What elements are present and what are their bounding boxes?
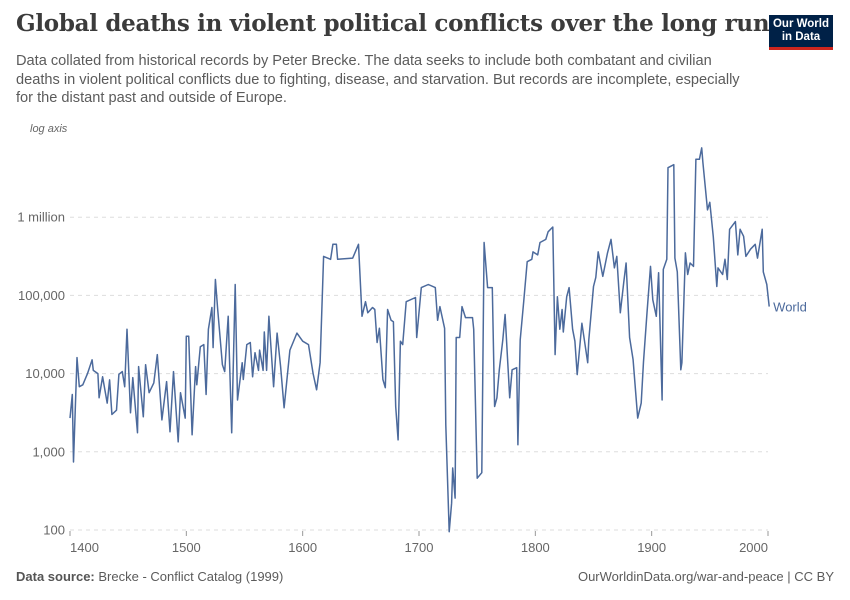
log-axis-note: log axis	[30, 123, 68, 135]
chart-subtitle: Data collated from historical records by…	[16, 53, 740, 106]
x-tick-label: 1800	[521, 540, 550, 555]
x-tick-label: 1900	[637, 540, 666, 555]
series-layer: World	[69, 147, 807, 533]
series-label[interactable]: World	[773, 300, 807, 315]
x-tick-label: 1600	[288, 540, 317, 555]
x-tick-label: 2000	[739, 540, 768, 555]
series-line-world[interactable]	[69, 147, 770, 533]
x-tick-label: 1400	[70, 540, 99, 555]
data-source-value: Brecke - Conflict Catalog (1999)	[98, 569, 284, 584]
x-axis: 1400 1500 1600 1700 1800 1900 2000	[69, 531, 769, 555]
data-source-label: Data source:	[16, 569, 95, 584]
credit-link[interactable]: OurWorldinData.org/war-and-peace | CC BY	[577, 569, 834, 584]
x-tick-label: 1700	[405, 540, 434, 555]
x-tick-label: 1500	[172, 540, 201, 555]
chart-title: Global deaths in violent political confl…	[16, 10, 770, 37]
logo-line-1: Our World	[772, 18, 829, 30]
owid-logo[interactable]: Our World in Data	[769, 15, 833, 50]
y-tick-label: 100	[43, 523, 65, 538]
y-tick-label: 1 million	[17, 210, 65, 225]
y-tick-label: 10,000	[25, 366, 65, 381]
grid-lines	[70, 216, 768, 531]
data-source: Data source: Brecke - Conflict Catalog (…	[16, 569, 283, 584]
y-tick-label: 1,000	[32, 444, 65, 459]
logo-line-2: in Data	[781, 31, 821, 43]
y-axis: 100 1,000 10,000 100,000 1 million	[17, 210, 65, 538]
y-tick-label: 100,000	[18, 288, 65, 303]
